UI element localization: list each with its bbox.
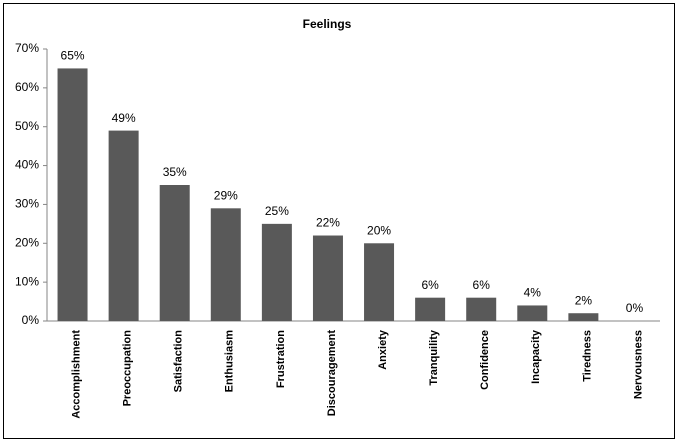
x-tick-label: Enthusiasm <box>224 330 236 393</box>
bar <box>108 130 139 321</box>
value-label: 22% <box>316 216 340 230</box>
x-tick-label: Discouragement <box>326 330 338 417</box>
chart-title: Feelings <box>303 17 352 31</box>
bar <box>364 243 395 321</box>
x-tick-label: Tiredness <box>581 330 593 382</box>
bar <box>57 68 88 321</box>
bar <box>568 313 599 321</box>
value-label: 0% <box>626 301 644 315</box>
value-label: 65% <box>61 49 85 63</box>
x-tick-label: Accomplishment <box>70 330 82 419</box>
x-tick-label: Preoccupation <box>122 330 134 407</box>
value-label: 25% <box>265 204 289 218</box>
value-label: 35% <box>163 165 187 179</box>
y-tick-label: 10% <box>15 274 39 288</box>
x-tick-label: Satisfaction <box>173 330 185 393</box>
bar <box>517 305 548 321</box>
y-tick-label: 0% <box>22 313 40 327</box>
y-tick-label: 60% <box>15 80 39 94</box>
value-label: 2% <box>575 293 593 307</box>
value-label: 6% <box>473 278 491 292</box>
value-label: 4% <box>524 286 542 300</box>
bar <box>466 297 497 321</box>
y-tick-label: 30% <box>15 197 39 211</box>
value-label: 29% <box>214 188 238 202</box>
bar <box>210 208 241 321</box>
x-tick-label: Nervousness <box>632 330 644 399</box>
x-tick-label: Incapacity <box>530 329 542 384</box>
x-tick-label: Anxiety <box>377 329 389 370</box>
bar <box>159 185 190 321</box>
value-label: 49% <box>112 111 136 125</box>
x-tick-label: Frustration <box>275 330 287 388</box>
bar <box>312 235 343 321</box>
y-tick-label: 20% <box>15 235 39 249</box>
y-tick-label: 40% <box>15 158 39 172</box>
x-tick-label: Confidence <box>479 330 491 390</box>
bar <box>261 223 292 321</box>
x-tick-label: Tranquility <box>428 329 440 386</box>
y-tick-label: 50% <box>15 119 39 133</box>
value-label: 20% <box>367 223 391 237</box>
bar <box>415 297 446 321</box>
y-tick-label: 70% <box>15 41 39 55</box>
value-label: 6% <box>421 278 439 292</box>
